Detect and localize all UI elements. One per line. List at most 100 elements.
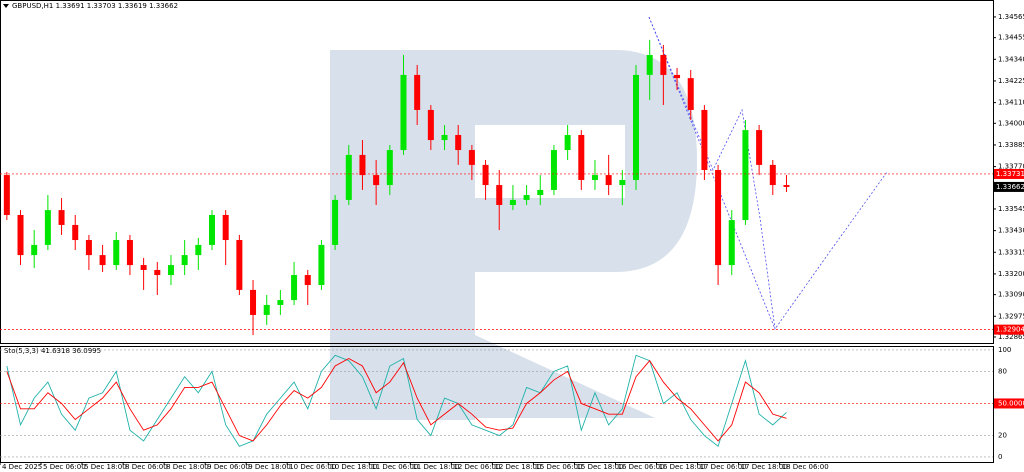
x-tick-label: 4 Dec 2025 <box>2 463 42 471</box>
y-tick-label: 1.33315 <box>998 248 1024 256</box>
candle-body <box>646 54 653 75</box>
candle-body <box>126 240 133 266</box>
candle-body <box>44 210 51 245</box>
price-marker-label: 1.32904 <box>996 326 1024 334</box>
y-tick-label: 1.32865 <box>998 333 1024 341</box>
x-tick-label: 15 Dec 18:00 <box>576 463 623 471</box>
candle-body <box>250 289 257 315</box>
candle-body <box>564 134 571 151</box>
x-tick-label: 16 Dec 18:00 <box>659 463 706 471</box>
candle-body <box>756 130 763 165</box>
candle-body <box>591 175 598 180</box>
candle-body <box>742 130 749 221</box>
candle-body <box>660 54 667 75</box>
x-tick-label: 10 Dec 06:00 <box>289 463 336 471</box>
x-tick-label: 11 Dec 18:00 <box>412 463 459 471</box>
y-tick-label: 1.34565 <box>998 13 1024 21</box>
candle-body <box>332 199 339 245</box>
indicator-line <box>6 354 787 448</box>
candle-body <box>386 150 393 186</box>
candle-body <box>291 275 298 301</box>
candle-body <box>414 74 421 110</box>
candle-body <box>441 134 448 141</box>
price-marker-label: 1.33731 <box>996 170 1024 178</box>
candle-body <box>468 150 475 165</box>
candle-body <box>537 189 544 196</box>
indicator-title: Sto(5,3,3) 41.6318 36.0995 <box>4 347 101 355</box>
candle-body <box>181 255 188 266</box>
candle-body <box>523 195 530 200</box>
candle-body <box>400 74 407 151</box>
candle-body <box>58 210 65 225</box>
watermark-logo <box>330 50 697 420</box>
drawing-pattern <box>648 16 888 331</box>
y-tick-label: 1.34455 <box>998 34 1024 42</box>
x-tick-label: 8 Dec 18:00 <box>166 463 209 471</box>
x-tick-label: 17 Dec 18:00 <box>741 463 788 471</box>
candle-body <box>140 265 147 270</box>
watermark <box>330 50 697 420</box>
candle-body <box>701 109 708 170</box>
candle-body <box>674 74 681 79</box>
candle-body <box>455 134 462 151</box>
candle-body <box>345 154 352 200</box>
candle-body <box>482 164 489 186</box>
candle-body <box>783 185 790 187</box>
candle-body <box>359 154 366 176</box>
y-tick-label: 1.33885 <box>998 141 1024 149</box>
x-tick-label: 12 Dec 18:00 <box>494 463 541 471</box>
y-tick-label: 50.0000 <box>998 399 1024 407</box>
candle-body <box>85 240 92 256</box>
y-tick-label: 80 <box>998 367 1007 375</box>
candle-body <box>195 244 202 256</box>
candle-body <box>263 304 270 315</box>
y-tick-label: 1.33200 <box>998 270 1024 278</box>
y-tick-label: 1.33545 <box>998 205 1024 213</box>
main-panel-frame <box>0 0 994 344</box>
candle-body <box>373 175 380 186</box>
candle-body <box>209 214 216 245</box>
candle-body <box>619 179 626 186</box>
candle-body <box>728 220 735 266</box>
y-tick-label: 1.34000 <box>998 119 1024 127</box>
candle-body <box>154 269 161 276</box>
y-tick-label: 20 <box>998 432 1007 440</box>
x-tick-label: 5 Dec 18:00 <box>84 463 127 471</box>
candle-body <box>99 255 106 266</box>
candle-body <box>605 175 612 186</box>
level-marker <box>994 398 1024 409</box>
y-tick-label: 1.32975 <box>998 312 1024 320</box>
candle-body <box>222 214 229 241</box>
candle-body <box>509 199 516 206</box>
candle-body <box>318 244 325 286</box>
indicator-line <box>6 358 787 442</box>
candle-body <box>633 74 640 180</box>
candle-body <box>236 240 243 290</box>
candle-body <box>167 265 174 276</box>
chart-title: GBPUSD,H1 1.33691 1.33703 1.33619 1.3366… <box>12 2 178 10</box>
candle-body <box>3 175 10 215</box>
candle-body <box>17 214 24 256</box>
y-tick-label: 1.34340 <box>998 55 1024 63</box>
x-tick-label: 5 Dec 06:00 <box>43 463 86 471</box>
y-tick-label: 1.34110 <box>998 99 1024 107</box>
x-tick-label: 9 Dec 18:00 <box>248 463 291 471</box>
candle-body <box>550 150 557 190</box>
candle-body <box>72 224 79 241</box>
x-tick-label: 12 Dec 06:00 <box>453 463 500 471</box>
candle-body <box>496 185 503 206</box>
x-tick-label: 15 Dec 06:00 <box>535 463 582 471</box>
candle-body <box>769 164 776 186</box>
price-marker <box>994 324 1024 335</box>
x-tick-label: 11 Dec 06:00 <box>371 463 418 471</box>
candle-body <box>427 109 434 141</box>
candle-body <box>715 169 722 266</box>
x-tick-label: 18 Dec 06:00 <box>782 463 829 471</box>
x-tick-label: 9 Dec 06:00 <box>207 463 250 471</box>
candle-body <box>277 300 284 305</box>
drawing-pattern <box>648 16 776 330</box>
price-marker <box>994 168 1024 179</box>
price-marker-label: 1.33662 <box>996 183 1024 191</box>
